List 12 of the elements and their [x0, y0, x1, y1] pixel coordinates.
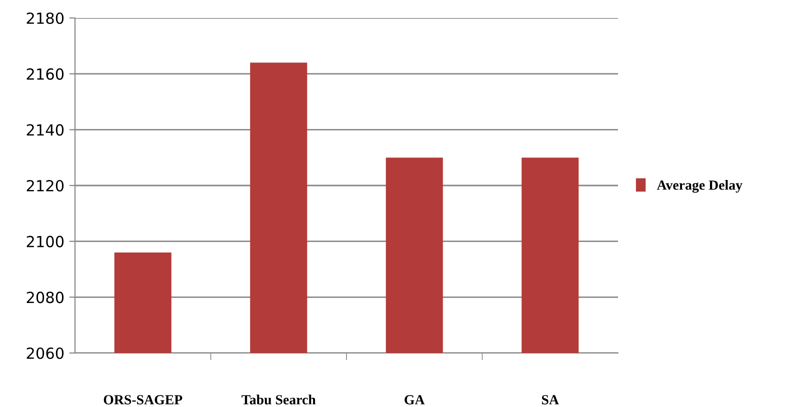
y-tick-label: 2180 [26, 12, 64, 24]
y-tick-label: 2120 [26, 180, 64, 192]
y-tick-label: 2100 [26, 236, 64, 248]
x-tick-label: Tabu Search [242, 394, 316, 404]
y-tick-label: 2140 [26, 124, 64, 136]
y-tick-label: 2060 [26, 347, 64, 360]
y-tick-label: 2160 [26, 68, 64, 80]
x-tick-label: GA [404, 395, 425, 404]
x-tick-label: SA [542, 395, 559, 404]
legend-label: Average Delay [656, 180, 742, 193]
x-tick-label: ORS-SAGEP [104, 395, 182, 404]
y-tick-label: 2080 [26, 292, 64, 304]
